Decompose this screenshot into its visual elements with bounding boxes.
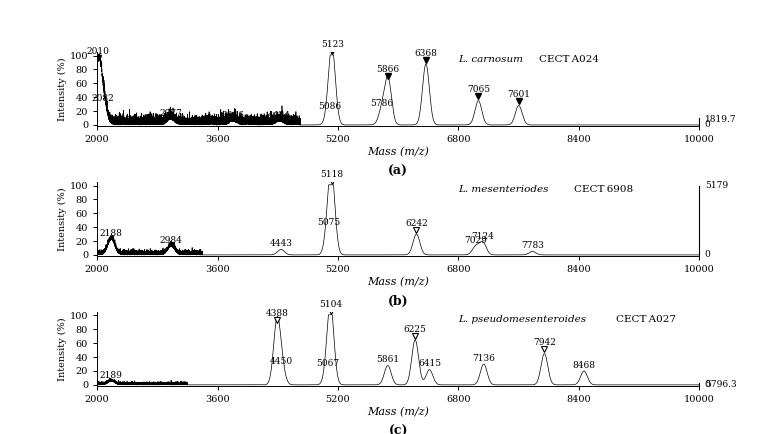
- Text: 6415: 6415: [418, 359, 441, 368]
- Text: 7601: 7601: [507, 90, 530, 99]
- Text: 3806: 3806: [221, 111, 245, 120]
- X-axis label: Mass (m/z): Mass (m/z): [368, 147, 429, 158]
- Text: 5796.3: 5796.3: [705, 380, 737, 388]
- Text: (c): (c): [388, 425, 408, 434]
- Text: 0: 0: [705, 250, 711, 260]
- Text: L. carnosum: L. carnosum: [458, 55, 524, 64]
- Text: 2082: 2082: [92, 94, 115, 103]
- Text: 4443: 4443: [270, 239, 292, 248]
- Text: L. carnosum CECT A024: L. carnosum CECT A024: [458, 55, 587, 64]
- Text: 2188: 2188: [99, 229, 123, 238]
- X-axis label: Mass (m/z): Mass (m/z): [368, 407, 429, 418]
- Text: 6368: 6368: [414, 49, 437, 58]
- Text: 5786: 5786: [371, 99, 394, 108]
- Text: (a): (a): [388, 165, 408, 178]
- Text: 5104: 5104: [319, 300, 343, 309]
- Text: 5118: 5118: [320, 170, 343, 179]
- Text: 5075: 5075: [317, 218, 340, 227]
- Text: 5861: 5861: [376, 355, 399, 364]
- Y-axis label: Intensity (%): Intensity (%): [57, 187, 67, 251]
- Y-axis label: Intensity (%): Intensity (%): [57, 57, 67, 121]
- Text: 7136: 7136: [472, 354, 495, 363]
- Text: CECT A024: CECT A024: [539, 55, 599, 64]
- Text: 5086: 5086: [318, 102, 341, 111]
- Text: 1819.7: 1819.7: [705, 115, 737, 124]
- Text: 4388: 4388: [266, 309, 288, 318]
- Text: L. pseudomesenteroides: L. pseudomesenteroides: [458, 315, 587, 324]
- Text: L. pseudomesenteroides CECT A027: L. pseudomesenteroides CECT A027: [458, 315, 650, 324]
- Text: 6225: 6225: [404, 325, 427, 333]
- Text: 7783: 7783: [521, 241, 544, 250]
- Text: 7124: 7124: [472, 232, 494, 241]
- Text: 0: 0: [705, 120, 711, 129]
- Text: 0: 0: [705, 380, 711, 389]
- Text: 4450: 4450: [270, 357, 293, 366]
- Text: 6242: 6242: [405, 219, 428, 228]
- Text: 7942: 7942: [533, 339, 556, 347]
- Text: 5067: 5067: [316, 359, 340, 368]
- Text: CECT 6908: CECT 6908: [574, 185, 633, 194]
- Y-axis label: Intensity (%): Intensity (%): [57, 317, 67, 381]
- Text: CECT A027: CECT A027: [615, 315, 675, 324]
- Text: 2189: 2189: [100, 371, 123, 380]
- Text: 8468: 8468: [573, 361, 595, 370]
- Text: 7065: 7065: [467, 85, 490, 95]
- Text: (b): (b): [388, 295, 409, 308]
- Text: 2977: 2977: [159, 109, 182, 118]
- Text: 2984: 2984: [160, 236, 183, 245]
- Text: 5123: 5123: [321, 40, 343, 49]
- Text: L. mesenteriodes CECT 6908: L. mesenteriodes CECT 6908: [458, 185, 611, 194]
- Text: 5866: 5866: [377, 65, 399, 74]
- Text: 5179: 5179: [705, 181, 728, 190]
- Text: L. mesenteriodes: L. mesenteriodes: [458, 185, 549, 194]
- Text: 7029: 7029: [464, 236, 487, 245]
- X-axis label: Mass (m/z): Mass (m/z): [368, 277, 429, 287]
- Text: 2010: 2010: [86, 47, 110, 56]
- Text: 4424: 4424: [268, 111, 291, 120]
